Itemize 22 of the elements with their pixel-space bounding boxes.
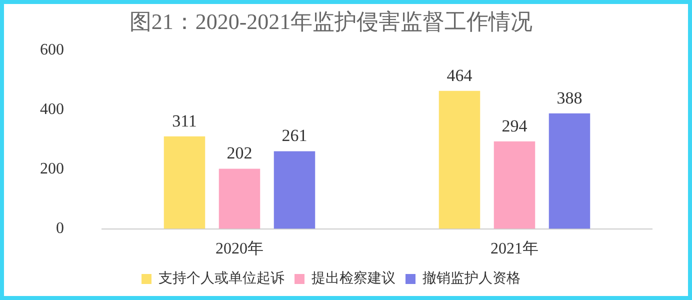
x-tick-label: 2021年	[490, 240, 538, 258]
data-label: 294	[502, 116, 528, 136]
legend-label: 提出检察建议	[312, 270, 396, 287]
bar	[494, 141, 536, 229]
legend-label: 撤销监护人资格	[422, 270, 520, 287]
y-tick-label: 600	[40, 42, 64, 59]
y-tick-label: 400	[40, 101, 64, 118]
bar	[438, 90, 480, 229]
bar	[164, 136, 206, 229]
data-label: 464	[446, 66, 473, 85]
chart-title: 图21：2020-2021年监护侵害监督工作情况	[129, 8, 533, 34]
data-label: 202	[226, 144, 252, 163]
x-tick-label: 2020年	[216, 240, 264, 258]
data-label: 388	[556, 88, 582, 108]
bar	[548, 113, 590, 229]
bar	[274, 151, 316, 229]
bar	[218, 168, 260, 229]
data-label: 311	[172, 111, 197, 130]
legend-label: 支持个人或单位起诉	[158, 270, 284, 287]
y-tick-label: 200	[40, 160, 64, 178]
y-tick-label: 0	[56, 220, 64, 238]
data-label: 261	[282, 126, 308, 146]
